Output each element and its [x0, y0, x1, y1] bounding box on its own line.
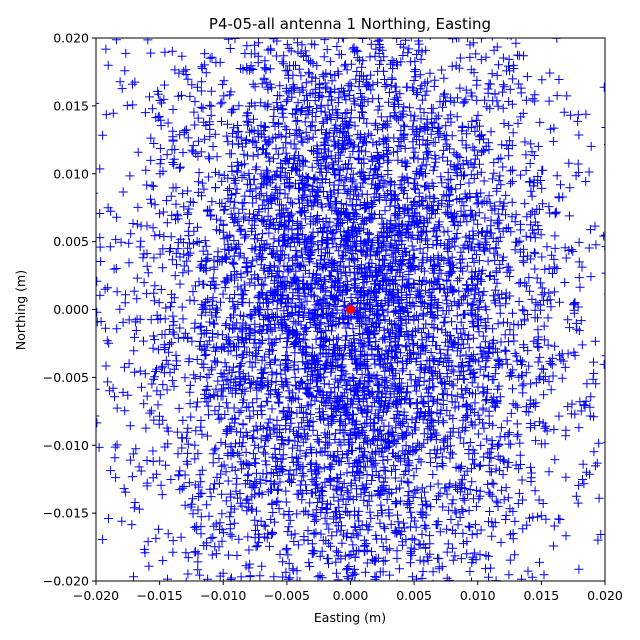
y-tick-label: 0.005: [53, 234, 89, 249]
x-tick-label: 0.015: [523, 588, 559, 603]
x-tick-label: 0.010: [460, 588, 496, 603]
x-tick-label: −0.005: [264, 588, 310, 603]
chart-title: P4-05-all antenna 1 Northing, Easting: [209, 15, 491, 33]
plot-area: [96, 38, 605, 581]
x-tick-label: 0.000: [333, 588, 369, 603]
y-tick-label: −0.015: [43, 506, 89, 521]
x-axis-label: Easting (m): [314, 610, 386, 625]
x-tick-label: −0.010: [200, 588, 246, 603]
center-point-marker: [346, 305, 355, 314]
center-point-series: [346, 305, 355, 314]
x-tick-label: −0.020: [73, 588, 119, 603]
y-axis: −0.020 −0.015 −0.010 −0.005 0.000 0.005 0.010 0…: [43, 31, 96, 589]
x-tick-label: −0.015: [136, 588, 182, 603]
y-axis-label: Northing (m): [13, 270, 28, 350]
y-tick-label: 0.010: [53, 166, 89, 181]
y-tick-label: −0.005: [43, 370, 89, 385]
y-tick-label: 0.000: [53, 302, 89, 317]
plus-markers: [96, 38, 605, 581]
y-tick-label: −0.020: [43, 574, 89, 589]
x-axis: −0.020 −0.015 −0.010 −0.005 0.000 0.005 0.010 0…: [73, 581, 623, 603]
y-tick-label: −0.010: [43, 438, 89, 453]
x-tick-label: 0.020: [587, 588, 623, 603]
y-tick-label: 0.020: [53, 31, 89, 46]
y-tick-label: 0.015: [53, 98, 89, 113]
scatter-series: [96, 38, 605, 581]
x-tick-label: 0.005: [396, 588, 432, 603]
